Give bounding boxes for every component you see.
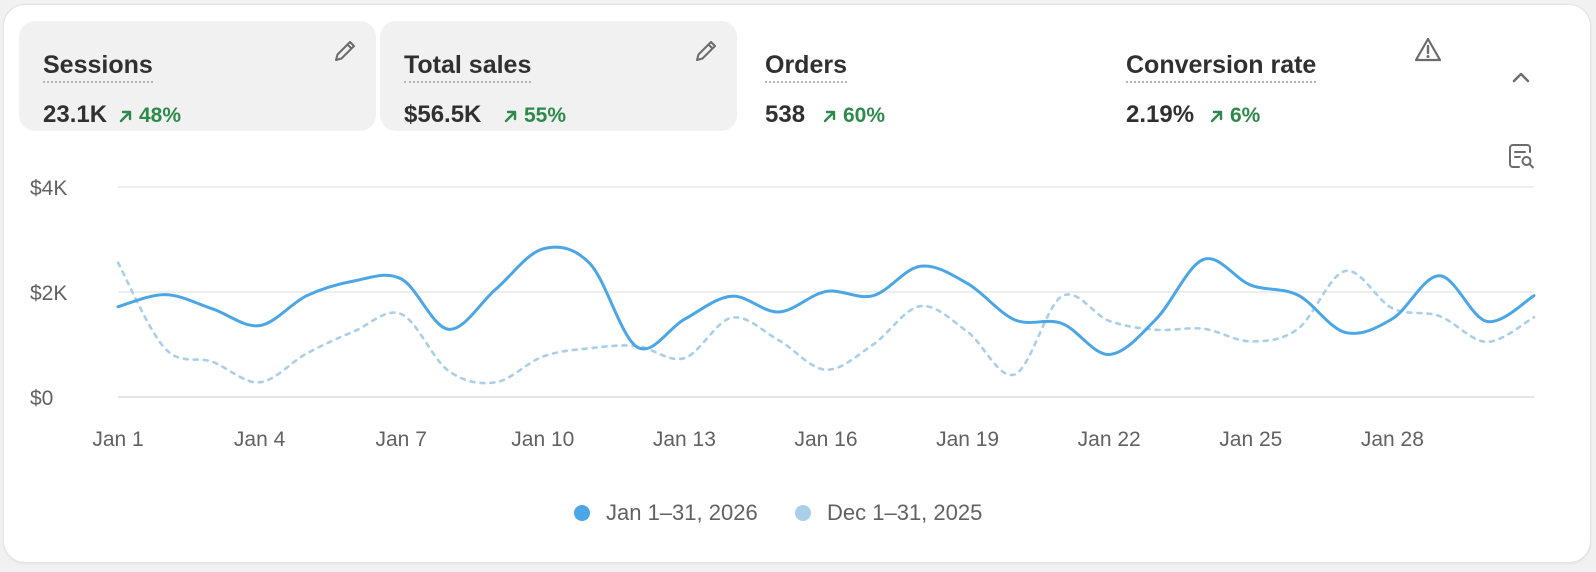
arrow-up-right-icon [1210,111,1223,123]
arrow-up-right-icon [504,111,517,123]
arrow-up-right-icon [823,111,836,123]
metric-change: 48% [119,102,181,130]
line-chart: $0 $2K $4K Jan 1 Jan 4 Jan 7 Jan 10 Jan 13 Jan 1… [30,177,1536,451]
y-tick-label: $2K [30,282,67,305]
metric-change-value: 6% [1230,104,1261,127]
x-tick-label: Jan 13 [653,428,716,451]
analytics-card: Sessions 23.1K 48% Total sales $56.5K 55… [3,4,1591,563]
y-tick-label: $0 [30,387,53,410]
chevron-up-icon[interactable] [1508,65,1534,91]
metric-label: Orders [765,51,847,83]
warning-icon[interactable] [1413,35,1443,65]
metric-card-total-sales[interactable]: Total sales $56.5K 55% [380,21,737,131]
x-tick-label: Jan 16 [794,428,857,451]
pencil-icon[interactable] [331,37,359,65]
series-line-comparison [116,261,1536,385]
metric-value: 2.19% [1126,101,1195,128]
x-tick-label: Jan 22 [1078,428,1141,451]
metric-change-value: 60% [843,104,886,127]
x-tick-label: Jan 25 [1219,428,1282,451]
metric-label: Sessions [43,51,153,83]
metric-card-orders[interactable]: Orders 538 60% [741,21,1098,131]
metric-label: Conversion rate [1126,51,1317,83]
legend-swatch [574,505,590,521]
metric-change: 55% [504,102,566,130]
metric-change: 60% [823,102,885,130]
x-tick-label: Jan 10 [511,428,574,451]
x-tick-label: Jan 7 [376,428,427,451]
x-tick-label: Jan 19 [936,428,999,451]
metric-value: 23.1K [43,101,108,128]
metric-value: 538 [765,101,806,128]
pencil-icon[interactable] [692,37,720,65]
metric-card-sessions[interactable]: Sessions 23.1K 48% [19,21,376,131]
chart-search-icon[interactable] [1506,141,1536,171]
legend-label: Jan 1–31, 2026 [606,500,758,525]
chart-legend: Jan 1–31, 2026 Dec 1–31, 2025 [4,499,1590,529]
series-line-primary [116,245,1536,356]
metric-change-value: 48% [139,104,182,127]
y-tick-label: $4K [30,177,67,200]
metric-change-value: 55% [524,104,567,127]
metric-label: Total sales [404,51,532,83]
metric-card-conversion-rate[interactable]: Conversion rate 2.19% 6% [1102,21,1459,131]
metric-change: 6% [1210,102,1260,130]
legend-swatch [795,505,811,521]
arrow-up-right-icon [119,111,132,123]
x-tick-label: Jan 28 [1361,428,1424,451]
legend-label: Dec 1–31, 2025 [827,500,983,525]
x-tick-label: Jan 4 [234,428,286,451]
x-tick-label: Jan 1 [92,428,143,451]
metric-value: $56.5K [404,101,482,128]
